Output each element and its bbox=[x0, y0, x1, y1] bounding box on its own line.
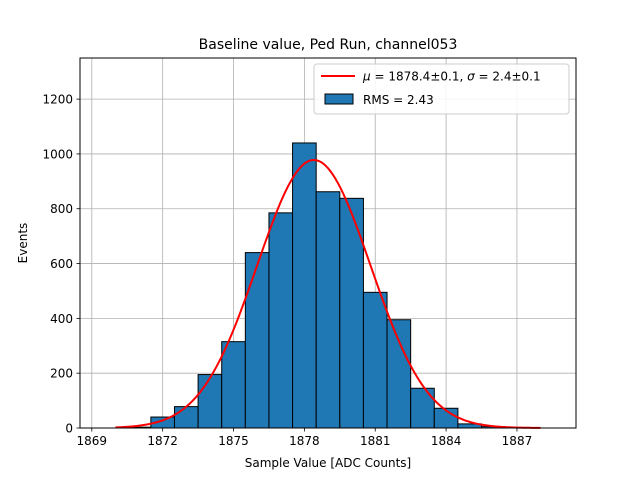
y-axis-label: Events bbox=[16, 223, 30, 264]
x-axis-ticks: 1869 1872 1875 1878 1881 1884 1887 bbox=[77, 428, 533, 448]
gaussian-fit-line bbox=[115, 158, 541, 429]
histogram-bars bbox=[126, 142, 530, 429]
histogram-bar bbox=[362, 291, 388, 429]
x-tick-label: 1881 bbox=[360, 434, 391, 448]
chart-title: Baseline value, Ped Run, channel053 bbox=[199, 37, 458, 53]
histogram-bar bbox=[292, 142, 317, 429]
histogram-bar bbox=[268, 212, 294, 429]
x-tick-label: 1869 bbox=[77, 434, 108, 448]
x-tick-label: 1875 bbox=[218, 434, 249, 448]
x-axis-label: Sample Value [ADC Counts] bbox=[245, 456, 411, 470]
y-tick-label: 1200 bbox=[42, 93, 73, 107]
histogram-bar bbox=[173, 406, 199, 429]
x-tick-label: 1884 bbox=[431, 434, 462, 448]
histogram-bar bbox=[221, 341, 246, 429]
y-axis-ticks: 0 200 400 600 800 1000 1200 bbox=[42, 93, 80, 436]
y-tick-label: 800 bbox=[50, 202, 73, 216]
x-tick-label: 1887 bbox=[502, 434, 533, 448]
legend-histogram-swatch bbox=[324, 93, 354, 105]
y-tick-label: 400 bbox=[50, 312, 73, 326]
legend: μ = 1878.4±0.1, σ = 2.4±0.1 RMS = 2.43 bbox=[313, 63, 570, 115]
y-tick-label: 600 bbox=[50, 257, 73, 271]
y-tick-label: 0 bbox=[65, 422, 73, 436]
x-tick-label: 1878 bbox=[289, 434, 320, 448]
y-tick-label: 1000 bbox=[42, 147, 73, 161]
legend-fit-label: μ = 1878.4±0.1, σ = 2.4±0.1 bbox=[362, 70, 541, 84]
x-tick-label: 1872 bbox=[147, 434, 178, 448]
legend-histogram-label: RMS = 2.43 bbox=[363, 93, 434, 107]
histogram-bar bbox=[315, 191, 341, 429]
histogram-bar bbox=[386, 319, 412, 429]
y-tick-label: 200 bbox=[50, 367, 73, 381]
histogram-bar bbox=[197, 374, 223, 429]
legend-box bbox=[313, 63, 570, 115]
histogram-bar bbox=[410, 387, 435, 429]
plot-frame bbox=[79, 57, 577, 429]
histogram-bar bbox=[244, 252, 270, 429]
